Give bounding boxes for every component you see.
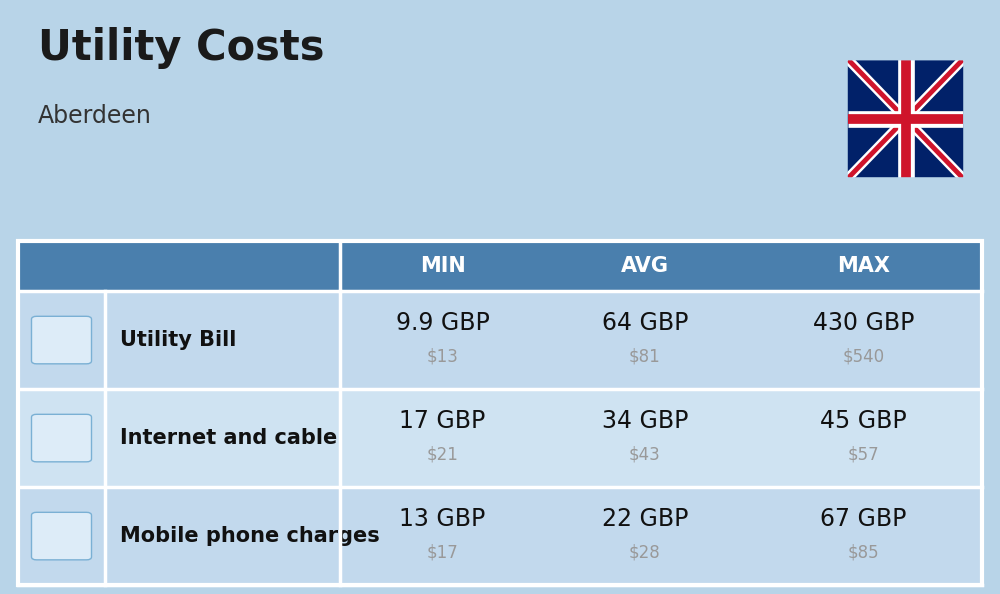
Text: 9.9 GBP: 9.9 GBP [396, 311, 489, 336]
Text: Mobile phone charges: Mobile phone charges [120, 526, 380, 546]
Text: $21: $21 [427, 446, 458, 464]
Text: 64 GBP: 64 GBP [602, 311, 688, 336]
Text: Utility Costs: Utility Costs [38, 27, 324, 69]
FancyBboxPatch shape [18, 241, 982, 291]
Text: $43: $43 [629, 446, 661, 464]
FancyBboxPatch shape [18, 291, 982, 389]
Text: 430 GBP: 430 GBP [813, 311, 914, 336]
Text: $57: $57 [848, 446, 879, 464]
FancyBboxPatch shape [32, 316, 92, 364]
Text: $28: $28 [629, 544, 661, 562]
Text: $540: $540 [842, 347, 885, 366]
Text: 22 GBP: 22 GBP [602, 507, 688, 532]
Text: $85: $85 [848, 544, 879, 562]
Text: 34 GBP: 34 GBP [602, 409, 688, 434]
Text: AVG: AVG [621, 256, 669, 276]
Text: $13: $13 [427, 347, 458, 366]
FancyBboxPatch shape [18, 241, 982, 585]
Text: 17 GBP: 17 GBP [399, 409, 486, 434]
Text: MIN: MIN [420, 256, 465, 276]
Text: 45 GBP: 45 GBP [820, 409, 907, 434]
Text: Utility Bill: Utility Bill [120, 330, 236, 350]
Text: $81: $81 [629, 347, 661, 366]
Text: MAX: MAX [837, 256, 890, 276]
Text: Aberdeen: Aberdeen [38, 104, 152, 128]
Text: $17: $17 [427, 544, 458, 562]
FancyBboxPatch shape [18, 389, 982, 487]
Text: 67 GBP: 67 GBP [820, 507, 907, 532]
Text: 13 GBP: 13 GBP [399, 507, 486, 532]
FancyBboxPatch shape [32, 415, 92, 462]
Text: Internet and cable: Internet and cable [120, 428, 337, 448]
FancyBboxPatch shape [32, 512, 92, 560]
FancyBboxPatch shape [18, 487, 982, 585]
FancyBboxPatch shape [845, 58, 966, 180]
